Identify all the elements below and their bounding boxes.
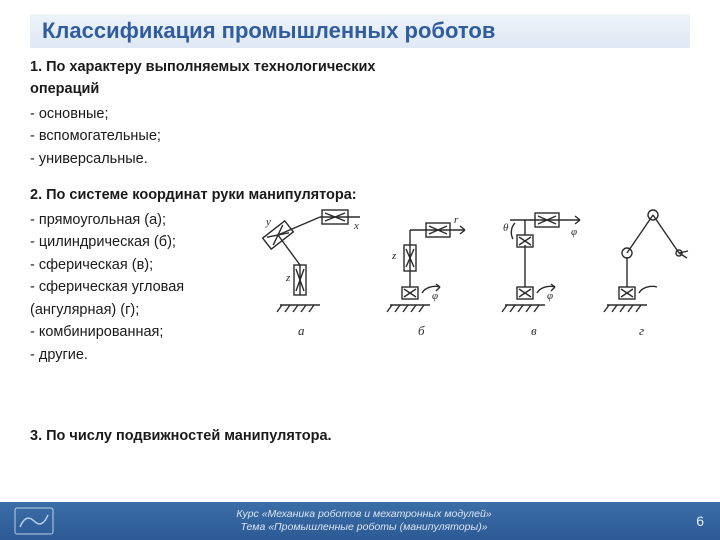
svg-text:θ: θ — [503, 222, 509, 234]
svg-text:φ: φ — [571, 226, 577, 238]
svg-text:r: r — [454, 214, 459, 226]
footer-line-1: Курс «Механика роботов и мехатронных мод… — [58, 508, 670, 521]
svg-text:г: г — [639, 323, 644, 338]
diagram-a: y z x а — [263, 210, 360, 338]
footer-bar: Курс «Механика роботов и мехатронных мод… — [0, 502, 720, 540]
svg-text:z: z — [391, 250, 397, 262]
svg-text:φ: φ — [547, 290, 553, 302]
diagram-g: г — [604, 210, 688, 338]
diagram-b: z r φ б — [387, 214, 465, 338]
footer-text: Курс «Механика роботов и мехатронных мод… — [58, 508, 670, 534]
title-bar: Классификация промышленных роботов — [30, 14, 690, 48]
diagram-v: θ φ φ в — [502, 213, 580, 338]
list-item: вспомогательные; — [30, 125, 380, 147]
footer-line-2: Тема «Промышленные роботы (манипуляторы)… — [58, 521, 670, 534]
slide-title: Классификация промышленных роботов — [42, 18, 495, 44]
coordinate-systems-diagram: y z x а — [250, 195, 690, 345]
footer-logo — [10, 506, 58, 536]
list-item: основные; — [30, 103, 380, 125]
slide: Классификация промышленных роботов 1. По… — [0, 0, 720, 540]
svg-text:а: а — [298, 323, 305, 338]
svg-text:z: z — [285, 272, 291, 284]
svg-text:y: y — [265, 216, 271, 228]
svg-text:φ: φ — [432, 290, 438, 302]
section-1-heading: 1. По характеру выполняемых технологичес… — [30, 56, 380, 101]
svg-text:в: в — [531, 323, 537, 338]
svg-text:x: x — [353, 220, 359, 232]
section-3-heading: 3. По числу подвижностей манипулятора. — [30, 428, 332, 444]
svg-text:б: б — [418, 323, 425, 338]
list-item: универсальные. — [30, 148, 380, 170]
list-item: другие. — [30, 344, 380, 366]
page-number: 6 — [670, 513, 720, 529]
